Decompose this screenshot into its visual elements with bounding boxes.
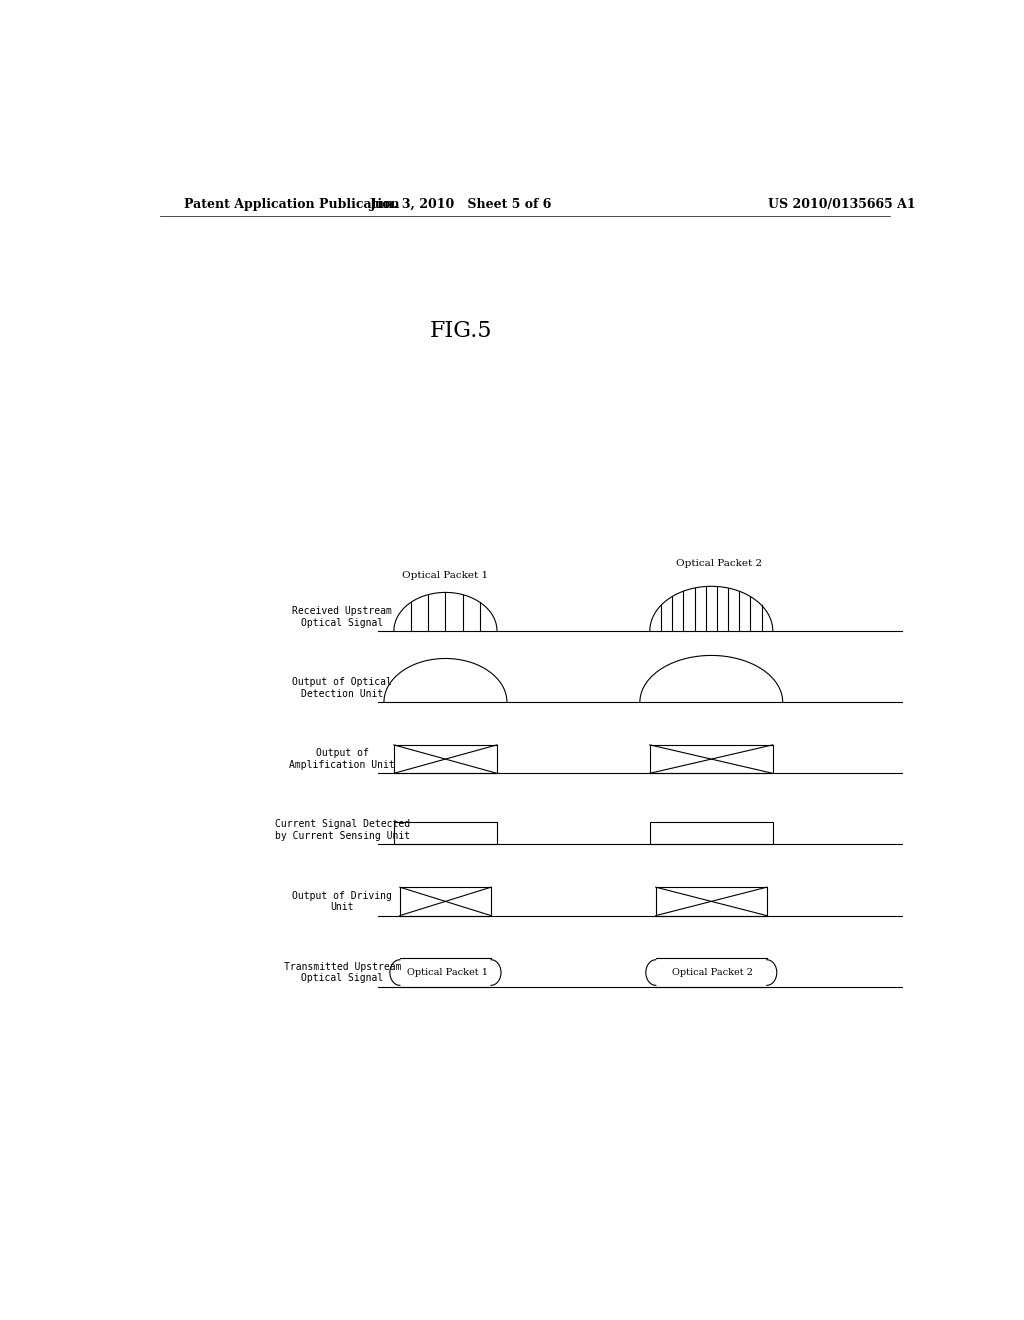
Text: Output of Driving
Unit: Output of Driving Unit <box>292 891 392 912</box>
Text: Optical Packet 1: Optical Packet 1 <box>407 968 487 977</box>
Text: US 2010/0135665 A1: US 2010/0135665 A1 <box>768 198 916 211</box>
Text: Jun. 3, 2010   Sheet 5 of 6: Jun. 3, 2010 Sheet 5 of 6 <box>370 198 553 211</box>
Text: Optical Packet 2: Optical Packet 2 <box>676 558 762 568</box>
Text: Patent Application Publication: Patent Application Publication <box>183 198 399 211</box>
Text: Transmitted Upstream
Optical Signal: Transmitted Upstream Optical Signal <box>284 962 401 983</box>
Text: Current Signal Detected
by Current Sensing Unit: Current Signal Detected by Current Sensi… <box>274 820 410 841</box>
Text: FIG.5: FIG.5 <box>430 321 493 342</box>
Text: Output of
Amplification Unit: Output of Amplification Unit <box>290 748 395 770</box>
Text: Output of Optical
Detection Unit: Output of Optical Detection Unit <box>292 677 392 698</box>
Text: Optical Packet 2: Optical Packet 2 <box>673 968 754 977</box>
Text: Received Upstream
Optical Signal: Received Upstream Optical Signal <box>292 606 392 627</box>
Text: Optical Packet 1: Optical Packet 1 <box>402 572 488 581</box>
